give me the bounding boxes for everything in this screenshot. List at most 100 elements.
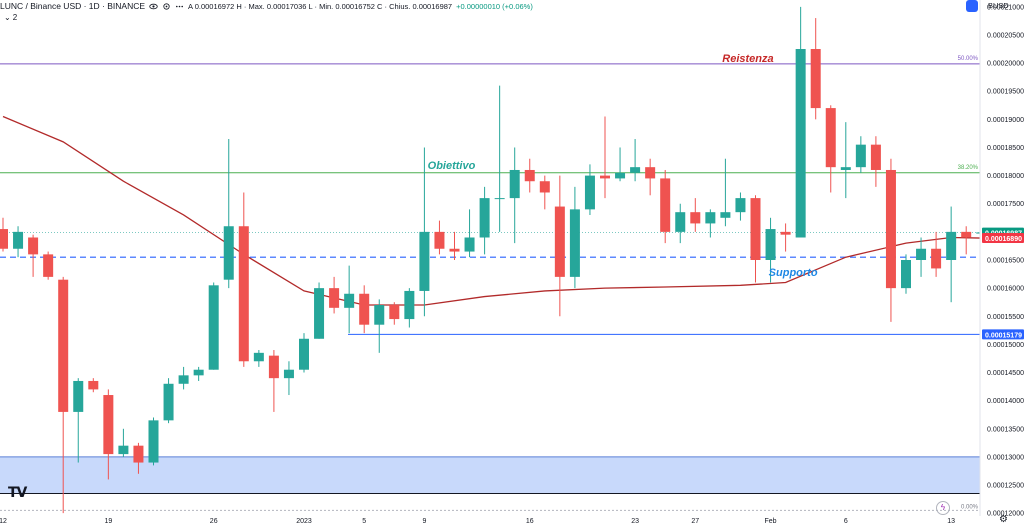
fib-382-label: 38.20%: [958, 165, 979, 171]
moving-average: [2, 115, 982, 306]
currency-unit: BUSD: [988, 1, 1009, 10]
settings-icon[interactable]: [162, 2, 171, 11]
axis-bg: [980, 0, 1024, 527]
candle-body: [554, 206, 565, 277]
y-tick-label: 0.00018000: [987, 173, 1024, 180]
candle-body: [615, 172, 626, 179]
annotation-label: Supporto: [769, 267, 818, 279]
candle-body: [58, 279, 69, 412]
candle-body: [600, 175, 610, 179]
price-label-bg: [982, 233, 1024, 244]
annotation-label: Obiettivo: [428, 160, 476, 172]
indicator-count: 2: [12, 13, 18, 22]
symbol-title[interactable]: LUNC / Binance USD · 1D · BINANCE: [0, 1, 146, 11]
candle-body: [885, 169, 896, 289]
price-label: 0.00015179: [985, 332, 1022, 339]
ma-line: [2, 115, 982, 306]
x-tick-label: 2023: [296, 518, 312, 525]
y-tick-label: 0.00020500: [987, 32, 1024, 39]
candle-body: [946, 231, 957, 260]
price-label: 0.00016890: [985, 236, 1022, 243]
candle-body: [374, 305, 385, 325]
x-tick-label: 23: [631, 518, 639, 525]
candle-body: [359, 293, 370, 325]
y-tick-label: 0.00016500: [987, 258, 1024, 265]
candle-body: [103, 395, 114, 455]
x-tick-label: 12: [0, 518, 7, 525]
y-tick-label: 0.00016000: [987, 286, 1024, 293]
candle-body: [569, 209, 580, 277]
y-tick-label: 0.00019500: [987, 89, 1024, 96]
y-tick-label: 0.00021000: [987, 4, 1024, 11]
x-tick-label: 6: [844, 518, 848, 525]
indicator-toggle[interactable]: ⌄ 2: [4, 13, 17, 22]
candle-body: [479, 198, 490, 238]
candle-body: [344, 293, 355, 308]
lightning-icon[interactable]: ϟ: [936, 501, 950, 515]
candle-body: [28, 237, 39, 255]
candle-body: [419, 231, 430, 291]
candle-body: [133, 445, 144, 463]
tradingview-logo-icon[interactable]: TV: [8, 485, 27, 501]
y-tick-label: 0.00013500: [987, 426, 1024, 433]
y-tick-label: 0.00013000: [987, 454, 1024, 461]
candle-body: [720, 212, 731, 218]
price-label-bg: [982, 329, 1024, 340]
candle-body: [539, 181, 550, 193]
candle-body: [825, 108, 836, 168]
price-axis[interactable]: 0.00021000 0.00020500 0.00020000 0.00019500…: [979, 0, 1024, 527]
candle-body: [208, 285, 219, 370]
candle-body: [464, 237, 475, 252]
candle-body: [13, 231, 24, 249]
candle-body: [509, 169, 520, 199]
candle-body: [73, 380, 84, 412]
candle-body: [299, 338, 309, 370]
candle-body: [389, 305, 400, 320]
candle-body: [329, 288, 340, 308]
annotations: Reistenza Obiettivo Supporto: [428, 53, 818, 279]
y-tick-label: 0.00015500: [987, 314, 1024, 321]
candle-body: [750, 198, 761, 260]
eye-icon[interactable]: [149, 2, 158, 11]
candle-body: [765, 229, 776, 260]
more-icon[interactable]: [175, 2, 184, 11]
candle-body: [253, 352, 264, 362]
candle-body: [314, 288, 325, 339]
candle-body: [810, 49, 821, 109]
candle-body: [449, 248, 460, 252]
y-tick-label: 0.00018500: [987, 145, 1024, 152]
y-tick-label: 0.00014000: [987, 398, 1024, 405]
alert-icon[interactable]: [966, 0, 978, 12]
y-tick-label: 0.00019000: [987, 117, 1024, 124]
price-change: +0.00000010 (+0.06%): [456, 1, 533, 11]
gear-icon[interactable]: ⚙: [999, 514, 1008, 525]
x-tick-label: 13: [947, 518, 955, 525]
chevron-down-icon: ⌄: [4, 13, 11, 22]
candle-body: [88, 380, 99, 390]
candle-body: [961, 231, 972, 238]
y-tick-label: 0.00017500: [987, 201, 1024, 208]
support-zone-rect: [0, 456, 980, 494]
candle-body: [735, 198, 746, 213]
candle-body: [118, 445, 129, 455]
candle-body: [795, 49, 806, 238]
candle-body: [690, 212, 701, 224]
chart-header: LUNC / Binance USD · 1D · BINANCE A 0.00…: [0, 0, 533, 12]
time-axis[interactable]: 12 19 26 2023 5 9 16 23 27 Feb 6 13: [0, 518, 955, 525]
annotation-label: Reistenza: [722, 53, 773, 65]
candle-body: [645, 167, 656, 179]
candle-body: [630, 167, 641, 173]
candle-body: [780, 231, 791, 235]
candle-body: [931, 248, 942, 269]
candle-body: [404, 290, 415, 320]
candle-body: [870, 144, 881, 170]
candle-body: [223, 226, 234, 280]
candle-body: [524, 169, 535, 182]
y-tick-label: 0.00014500: [987, 370, 1024, 377]
x-tick-label: 27: [691, 518, 699, 525]
x-tick-label: Feb: [765, 518, 777, 525]
candle-body: [584, 175, 595, 210]
candle-body: [660, 178, 671, 232]
x-tick-label: 9: [422, 518, 426, 525]
